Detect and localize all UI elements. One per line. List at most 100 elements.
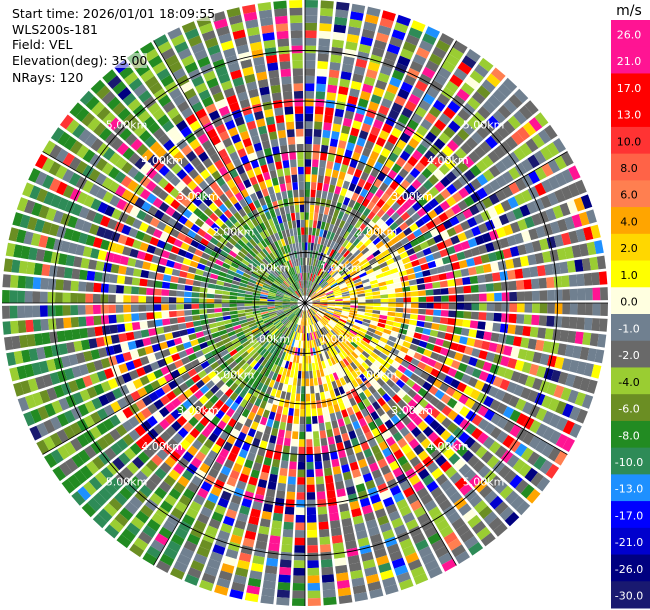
velocity-gate [369,245,378,254]
velocity-gate [397,55,411,67]
velocity-gate [505,335,515,346]
velocity-gate [297,477,305,485]
velocity-gate [314,259,319,267]
velocity-gate [508,439,521,453]
velocity-gate [416,143,428,155]
velocity-gate [364,334,373,341]
velocity-gate [294,316,299,324]
velocity-gate [302,310,305,319]
velocity-gate [316,312,323,318]
velocity-gate [403,303,412,308]
velocity-gate [230,534,243,545]
velocity-gate [317,338,322,347]
velocity-gate [327,277,335,284]
velocity-gate [583,362,594,377]
velocity-gate [375,241,385,249]
velocity-gate [390,236,400,245]
velocity-gate [505,490,519,505]
velocity-gate [514,268,524,279]
velocity-gate [321,399,327,408]
velocity-gate [250,469,260,479]
velocity-gate [536,476,551,492]
velocity-gate [408,253,418,262]
velocity-gate [439,347,450,356]
velocity-gate [292,182,298,190]
velocity-gate [292,377,298,386]
velocity-gate [356,529,368,540]
velocity-gate [366,330,375,337]
velocity-gate [336,362,343,371]
velocity-gate [344,110,355,120]
velocity-gate [554,189,566,203]
velocity-gate [277,129,286,139]
velocity-gate [378,365,388,374]
velocity-gate [306,265,309,273]
velocity-gate [285,499,295,508]
velocity-gate [527,154,540,169]
velocity-gate [259,298,268,301]
velocity-gate [115,294,124,303]
velocity-gate [369,150,380,161]
velocity-gate [335,263,343,271]
velocity-gate [248,476,258,486]
velocity-gate [431,323,440,331]
velocity-gate [433,303,442,309]
velocity-gate [306,310,309,318]
velocity-gate [514,443,528,457]
velocity-gate [360,36,374,47]
velocity-gate [311,340,315,348]
velocity-gate [176,297,184,303]
velocity-gate [364,309,373,313]
velocity-gate [478,505,493,520]
velocity-gate [448,287,457,295]
velocity-gate [297,159,304,167]
velocity-gate [309,273,313,281]
colorbar-tick-label: -8.0 [618,429,639,442]
velocity-gate [369,462,379,473]
velocity-gate [162,318,171,326]
velocity-gate [283,167,291,176]
velocity-gate [326,398,333,407]
velocity-gate [427,260,437,269]
velocity-gate [234,395,244,405]
velocity-gate [246,452,256,462]
velocity-gate [391,360,401,369]
velocity-gate [441,60,456,73]
velocity-gate [365,519,378,530]
velocity-gate [331,396,338,406]
velocity-gate [268,473,278,483]
velocity-gate [345,423,354,433]
velocity-gate [307,317,310,326]
velocity-gate [336,579,350,589]
velocity-gate [241,466,252,476]
velocity-gate [486,73,501,88]
velocity-gate [428,106,442,118]
velocity-gate [383,90,396,102]
velocity-gate [336,488,346,498]
velocity-gate [178,323,187,330]
velocity-gate [252,305,260,309]
velocity-gate [307,272,310,281]
velocity-gate [259,471,269,481]
velocity-gate [392,431,403,442]
velocity-gate [289,0,303,8]
velocity-gate [280,335,287,343]
velocity-gate [510,221,521,234]
velocity-gate [534,112,549,128]
velocity-gate [236,559,250,570]
velocity-gate [306,408,311,417]
velocity-gate [391,29,406,41]
velocity-gate [307,280,310,289]
velocity-gate [267,370,275,380]
velocity-gate [468,474,482,488]
velocity-gate [296,136,304,145]
velocity-gate [323,122,332,131]
velocity-gate [346,485,356,496]
velocity-gate [333,549,346,559]
velocity-gate [335,480,345,490]
velocity-gate [291,339,296,347]
velocity-gate [321,327,328,335]
velocity-gate [471,368,482,379]
velocity-gate [494,292,502,302]
velocity-gate [331,458,340,468]
